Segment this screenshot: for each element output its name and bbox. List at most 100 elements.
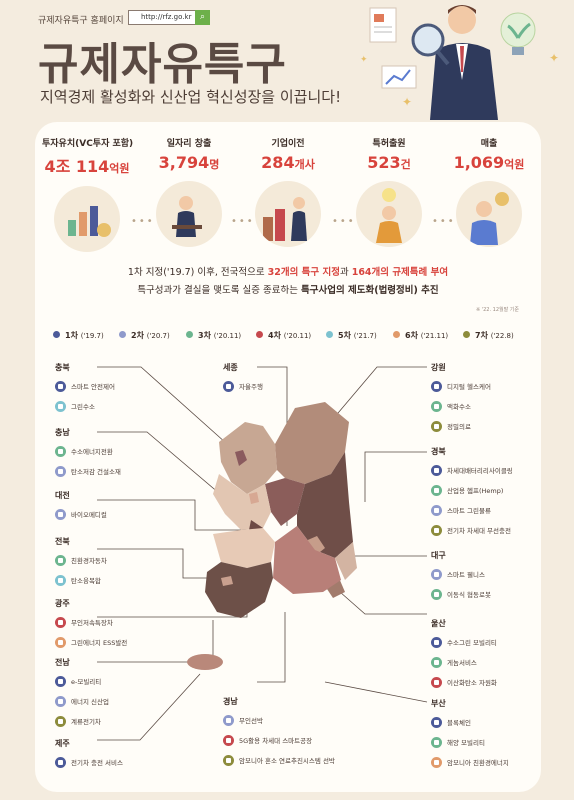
lightbulb-icon [500,12,536,48]
list-item: 계류전기차 [55,714,109,728]
list-item: 전기차 차세대 무선충전 [431,523,513,537]
url-search-box[interactable]: http://rfz.go.kr ⌕ [128,10,210,25]
project-icon [431,380,442,392]
connector-dots: ••• [131,216,155,227]
daegu-region [303,536,325,556]
region-jeonnam: 전남 e-모빌리티 에너지 신산업 계류전기차 [55,658,109,728]
legend-item-7: 7차 ('22.8) [463,330,514,341]
project-icon [431,484,442,496]
gwangju-region [221,576,233,586]
stat-jobs: 일자리 창출 3,794명 [144,136,234,247]
project-icon [55,675,66,687]
ulsan-region [335,542,357,580]
stat-value: 3,794명 [158,153,220,172]
stat-sales: 매출 1,069억원 [444,136,534,247]
project-icon [55,445,66,457]
list-item: 수소그린 모빌리티 [431,635,497,649]
project-icon [55,616,66,628]
list-item: 친환경자동차 [55,553,107,567]
leader-line [364,451,427,502]
project-icon [55,400,66,412]
legend-item-4: 4차 ('20.11) [256,330,311,341]
region-jeonbuk: 전북 친환경자동차 탄소융복합 [55,537,107,587]
project-icon [55,508,66,520]
stat-label: 투자유치(VC투자 포함) [42,139,134,149]
legend-dot [119,331,126,338]
project-icon [431,716,442,728]
sales-illustration-icon [456,181,522,247]
businessman-head-icon [448,6,476,34]
legend-item-5: 5차 ('21.7) [326,330,377,341]
project-icon [431,656,442,668]
legend-item-6: 6차 ('21.11) [393,330,448,341]
region-jeju: 제주 전기차 충전 서비스 [55,739,123,769]
legend-dot [463,331,470,338]
region-daegu: 대구 스마트 웰니스 이동식 협동로봇 [431,551,491,600]
search-icon[interactable]: ⌕ [195,10,210,25]
header: 규제자유특구 홈페이지 http://rfz.go.kr ⌕ 규제자유특구 지역… [0,0,574,120]
list-item: 차세대배터리리사이클링 [431,463,513,477]
region-gyeongnam: 경남 무인선박 5G활용 차세대 스마트공장 암모니아 혼소 연료추진시스템 선… [223,697,335,767]
list-item: 수소에너지전환 [55,444,121,458]
project-icon [55,756,66,768]
legend-dot [256,331,263,338]
gyeonggi-region [219,422,277,494]
stat-label: 일자리 창출 [166,139,212,149]
legend-dot [53,331,60,338]
list-item: 암모니아 혼소 연료추진시스템 선박 [223,753,335,767]
sejong-region [249,492,259,504]
list-item: 무인저속특장차 [55,615,127,629]
gyeongnam-region [273,526,341,594]
project-icon [431,464,442,476]
project-icon [431,524,442,536]
region-gwangju: 광주 무인저속특장차 그린에너지 ESS발전 [55,599,128,649]
sparkle-icon: ✦ [360,55,368,65]
list-item: 산업용 헴프(Hemp) [431,483,513,497]
list-item: 스마트 웰니스 [431,567,491,581]
project-icon [431,676,442,688]
list-item: 그린에너지 ESS발전 [55,635,127,649]
investment-illustration-icon [54,186,120,252]
region-chungnam: 충남 수소에너지전환 탄소저감 건설소재 [55,428,121,477]
project-icon [431,568,442,580]
summary-text: 1차 지정('19.7) 이후, 전국적으로 32개의 특구 지정과 164개의… [127,267,449,296]
project-icon [55,554,66,566]
stat-value: 1,069억원 [453,153,525,172]
stat-label: 기업이전 [271,139,305,149]
header-illustration: ✦ ✦ ✦ [360,5,559,120]
list-item: 탄소융복합 [55,573,107,587]
project-icon [431,420,442,432]
project-icon [223,754,234,766]
region-chungbuk: 충북 스마트 안전제어 그린수소 [55,363,115,412]
stat-investment: 투자유치(VC투자 포함) 4조 114억원 [42,136,134,252]
project-icon [55,695,66,707]
project-icon [223,734,234,746]
legend-item-2: 2차 ('20.7) [119,330,170,341]
legend-item-3: 3차 ('20.11) [186,330,241,341]
connector-dots: ••• [432,216,456,227]
stat-value: 284개사 [261,153,315,172]
leader-line [97,673,201,741]
list-item: 에너지 신산업 [55,694,109,708]
list-item: 자율주행 [223,379,263,393]
list-item: 전기차 충전 서비스 [55,755,123,769]
legend: 1차 ('19.7) 2차 ('20.7) 3차 ('20.11) 4차 ('2… [51,330,527,346]
leader-line [324,681,428,703]
region-daejeon: 대전 바이오메디컬 [55,491,107,520]
project-icon [431,400,442,412]
list-item: 액화수소 [431,399,491,413]
project-icon [431,588,442,600]
region-gyeongbuk: 경북 차세대배터리리사이클링 산업용 헴프(Hemp) 스마트 그린물류 전기차… [431,447,513,537]
leader-line [97,499,247,531]
list-item: 게놈서비스 [431,655,497,669]
jobs-illustration-icon [156,181,222,247]
stat-value: 523건 [367,153,411,172]
project-icon [431,736,442,748]
sparkle-icon: ✦ [402,95,412,109]
project-icon [55,465,66,477]
stat-label: 특허출원 [372,139,406,149]
document-icon [369,7,397,43]
list-item: e-모빌리티 [55,674,109,688]
connector-dots: ••• [231,216,255,227]
project-icon [55,636,66,648]
